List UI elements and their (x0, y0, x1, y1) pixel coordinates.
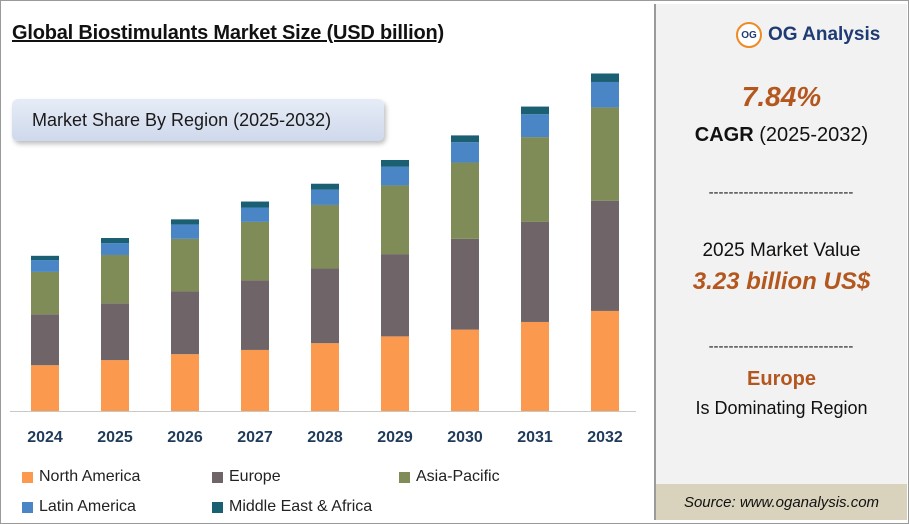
legend-label: Europe (229, 468, 281, 485)
bar-2026-north-america (171, 354, 199, 411)
summary-panel: OG OG Analysis 7.84% CAGR (2025-2032) --… (654, 4, 907, 484)
bar-2032-latin-america (591, 81, 619, 108)
legend-label: Middle East & Africa (229, 498, 373, 515)
bar-2031-asia-pacific (521, 137, 549, 222)
bar-2025-latin-america (101, 243, 129, 255)
bar-2026-latin-america (171, 224, 199, 239)
bar-2031-latin-america (521, 114, 549, 138)
market-value-label: 2025 Market Value (702, 240, 861, 261)
bar-2029-asia-pacific (381, 185, 409, 255)
og-analysis-logo: OG OG Analysis (736, 22, 880, 48)
dominating-region: Europe (747, 368, 816, 390)
subtitle-banner: Market Share By Region (2025-2032) (12, 99, 384, 141)
bar-2026-europe (171, 291, 199, 355)
bar-2030-europe (451, 238, 479, 330)
bar-2024-middle-east-africa (31, 255, 59, 261)
bar-2027-europe (241, 280, 269, 350)
bar-2027-asia-pacific (241, 221, 269, 281)
cagr-label-period: (2025-2032) (753, 124, 869, 146)
bar-2031-europe (521, 221, 549, 322)
cagr-label: CAGR (2025-2032) (656, 124, 907, 147)
bar-2029-middle-east-africa (381, 159, 409, 167)
x-tick-label: 2027 (237, 429, 273, 446)
bar-2029-europe (381, 254, 409, 337)
legend-swatch (399, 471, 410, 483)
bar-2025-middle-east-africa (101, 238, 129, 244)
legend-label: North America (39, 468, 141, 485)
bar-2029-north-america (381, 336, 409, 411)
bar-2028-asia-pacific (311, 204, 339, 269)
bar-2032-middle-east-africa (591, 73, 619, 82)
legend-item-middle-east-africa: Middle East & Africa (212, 498, 372, 516)
dominating-label: Is Dominating Region (695, 398, 868, 418)
bar-2030-north-america (451, 329, 479, 411)
bar-2025-europe (101, 303, 129, 361)
legend-label: Asia-Pacific (416, 468, 500, 485)
x-tick-label: 2028 (307, 429, 343, 446)
legend-swatch (22, 471, 33, 483)
x-tick-label: 2031 (517, 429, 553, 446)
chart-legend: North America Europe Asia-Pacific Latin Ame… (22, 468, 642, 520)
legend-swatch (212, 471, 223, 483)
bar-2031-north-america (521, 321, 549, 411)
bar-2024-north-america (31, 365, 59, 411)
x-tick-label: 2024 (27, 429, 63, 446)
bar-2028-middle-east-africa (311, 183, 339, 190)
bar-2028-europe (311, 268, 339, 344)
bar-2024-europe (31, 314, 59, 366)
bar-2025-asia-pacific (101, 254, 129, 304)
x-tick-label: 2029 (377, 429, 413, 446)
divider-top: ----------------------------- (708, 184, 854, 201)
bar-2027-middle-east-africa (241, 201, 269, 208)
bar-2030-middle-east-africa (451, 135, 479, 143)
bar-2032-europe (591, 200, 619, 311)
bar-2032-north-america (591, 310, 619, 411)
legend-swatch (22, 501, 33, 513)
bar-2024-asia-pacific (31, 271, 59, 315)
stacked-bar-chart: 2024 2025 2026 2027 2028 2029 2030 2031 2032 (10, 73, 636, 446)
market-value: 3.23 billion US$ (692, 268, 871, 295)
chart-title: Global Biostimulants Market Size (USD bi… (12, 22, 444, 44)
bar-2026-middle-east-africa (171, 219, 199, 225)
bar-2031-middle-east-africa (521, 106, 549, 115)
og-logo-icon: OG (736, 22, 762, 48)
x-tick-label: 2026 (167, 429, 203, 446)
bar-2028-latin-america (311, 189, 339, 205)
bar-2027-latin-america (241, 207, 269, 222)
bar-2030-latin-america (451, 142, 479, 163)
legend-label: Latin America (39, 498, 136, 515)
x-tick-label: 2032 (587, 429, 623, 446)
bar-2032-asia-pacific (591, 107, 619, 201)
source-note: Source: www.oganalysis.com (654, 484, 907, 520)
legend-item-latin-america: Latin America (22, 498, 136, 516)
bar-2026-asia-pacific (171, 238, 199, 292)
bar-2024-latin-america (31, 260, 59, 272)
divider-bottom: ----------------------------- (708, 338, 854, 355)
bar-2028-north-america (311, 343, 339, 411)
legend-item-north-america: North America (22, 468, 140, 486)
bar-2029-latin-america (381, 166, 409, 186)
x-tick-label: 2030 (447, 429, 483, 446)
legend-item-asia-pacific: Asia-Pacific (399, 468, 500, 486)
cagr-label-bold: CAGR (694, 124, 754, 146)
brand-name: OG Analysis (768, 24, 881, 45)
bar-2027-north-america (241, 349, 269, 411)
bar-2030-asia-pacific (451, 162, 479, 239)
cagr-value: 7.84% (741, 81, 822, 112)
legend-item-europe: Europe (212, 468, 281, 486)
bar-2025-north-america (101, 360, 129, 411)
chart-subtitle: Market Share By Region (2025-2032) (32, 109, 332, 130)
legend-swatch (212, 501, 223, 513)
x-tick-label: 2025 (97, 429, 133, 446)
